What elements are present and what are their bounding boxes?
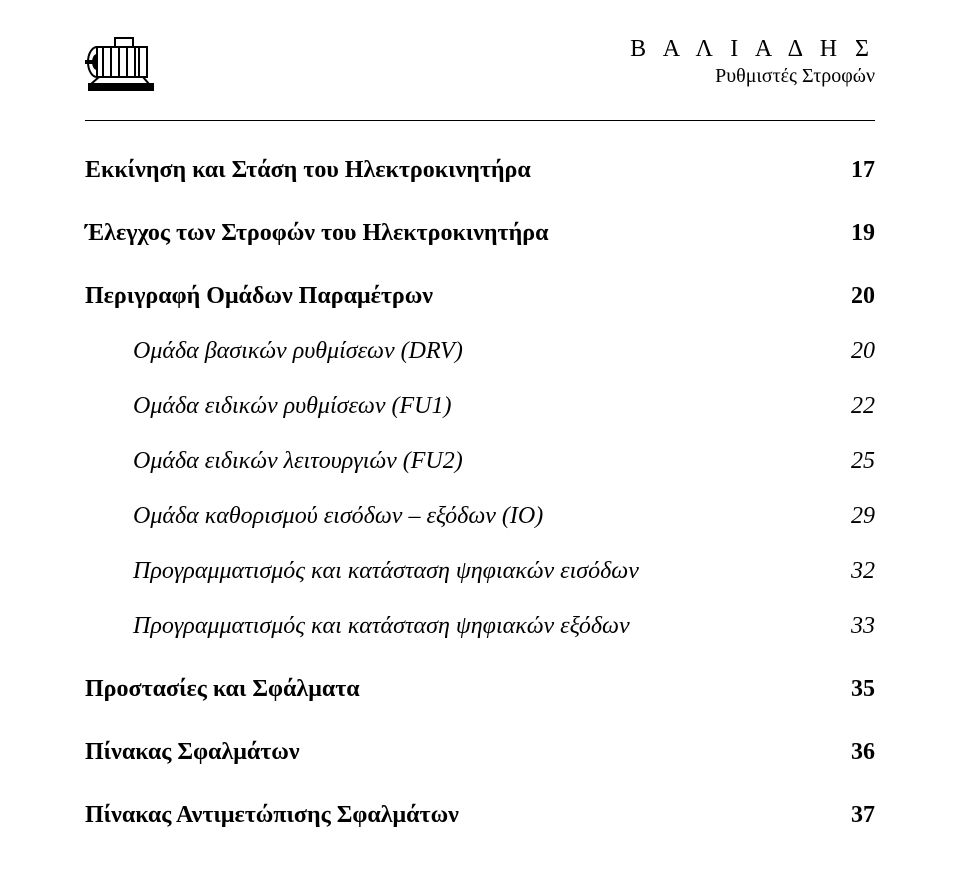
toc-entry: Περιγραφή Ομάδων Παραμέτρων 20 — [85, 283, 875, 310]
toc-label: Ομάδα καθορισμού εισόδων – εξόδων (IO) — [133, 503, 831, 530]
page: Β Α Λ Ι Α Δ Η Σ Ρυθμιστές Στροφών Εκκίνη… — [0, 0, 960, 888]
toc-entry: Έλεγχος των Στροφών του Ηλεκτροκινητήρα … — [85, 220, 875, 247]
brand-name: Β Α Λ Ι Α Δ Η Σ — [630, 36, 875, 63]
toc-subentry: Ομάδα ειδικών ρυθμίσεων (FU1) 22 — [85, 393, 875, 420]
motor-logo-icon — [85, 36, 157, 103]
toc-page-number: 29 — [831, 503, 875, 530]
toc-page-number: 35 — [831, 676, 875, 703]
toc-label: Πίνακας Αντιμετώπισης Σφαλμάτων — [85, 802, 831, 829]
toc-page-number: 33 — [831, 613, 875, 640]
toc-page-number: 22 — [831, 393, 875, 420]
toc-label: Περιγραφή Ομάδων Παραμέτρων — [85, 283, 831, 310]
toc-page-number: 32 — [831, 558, 875, 585]
toc-page-number: 20 — [831, 283, 875, 310]
toc-entry: Πίνακας Σφαλμάτων 36 — [85, 739, 875, 766]
toc-label: Έλεγχος των Στροφών του Ηλεκτροκινητήρα — [85, 220, 831, 247]
toc-page-number: 37 — [831, 802, 875, 829]
brand-block: Β Α Λ Ι Α Δ Η Σ Ρυθμιστές Στροφών — [630, 36, 875, 88]
toc-subentry: Προγραμματισμός και κατάσταση ψηφιακών ε… — [85, 613, 875, 640]
toc-label: Ομάδα ειδικών λειτουργιών (FU2) — [133, 448, 831, 475]
toc-subentry: Ομάδα βασικών ρυθμίσεων (DRV) 20 — [85, 338, 875, 365]
page-header: Β Α Λ Ι Α Δ Η Σ Ρυθμιστές Στροφών — [85, 30, 875, 121]
toc-label: Εκκίνηση και Στάση του Ηλεκτροκινητήρα — [85, 157, 831, 184]
toc-label: Πίνακας Σφαλμάτων — [85, 739, 831, 766]
toc-subentry: Ομάδα καθορισμού εισόδων – εξόδων (IO) 2… — [85, 503, 875, 530]
toc-subentry: Ομάδα ειδικών λειτουργιών (FU2) 25 — [85, 448, 875, 475]
toc-label: Προγραμματισμός και κατάσταση ψηφιακών ε… — [133, 558, 831, 585]
toc-entry: Εκκίνηση και Στάση του Ηλεκτροκινητήρα 1… — [85, 157, 875, 184]
toc-page-number: 25 — [831, 448, 875, 475]
toc-subentry: Προγραμματισμός και κατάσταση ψηφιακών ε… — [85, 558, 875, 585]
toc-entry: Προστασίες και Σφάλματα 35 — [85, 676, 875, 703]
toc-page-number: 20 — [831, 338, 875, 365]
toc-label: Προστασίες και Σφάλματα — [85, 676, 831, 703]
toc-page-number: 36 — [831, 739, 875, 766]
toc-label: Προγραμματισμός και κατάσταση ψηφιακών ε… — [133, 613, 831, 640]
toc-page-number: 19 — [831, 220, 875, 247]
table-of-contents: Εκκίνηση και Στάση του Ηλεκτροκινητήρα 1… — [85, 157, 875, 829]
toc-page-number: 17 — [831, 157, 875, 184]
toc-label: Ομάδα ειδικών ρυθμίσεων (FU1) — [133, 393, 831, 420]
toc-label: Ομάδα βασικών ρυθμίσεων (DRV) — [133, 338, 831, 365]
brand-subtitle: Ρυθμιστές Στροφών — [630, 65, 875, 88]
toc-entry: Πίνακας Αντιμετώπισης Σφαλμάτων 37 — [85, 802, 875, 829]
